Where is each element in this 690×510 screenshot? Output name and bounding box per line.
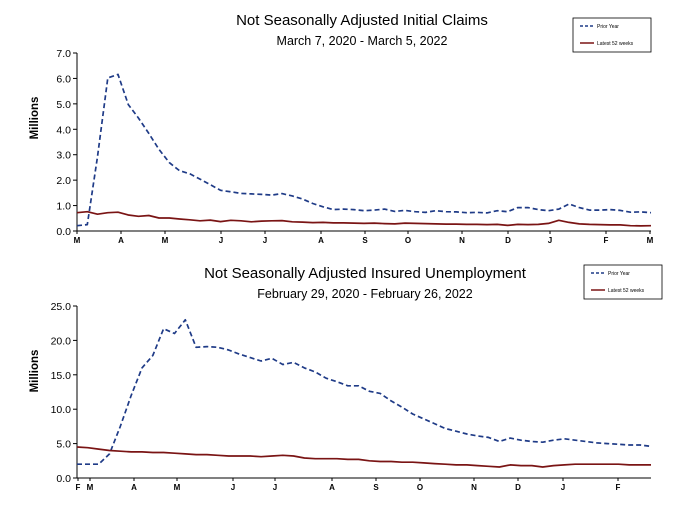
chart-2-legend-label-latest-52-weeks: Latest 52 weeks <box>608 288 645 294</box>
chart-1-legend-label-latest-52-weeks: Latest 52 weeks <box>597 41 634 47</box>
chart-1-y-ticks: 0.0 1.0 2.0 3.0 4.0 5.0 6.0 7.0 <box>56 48 77 238</box>
y-tick-label: 25.0 <box>51 301 72 313</box>
x-tick-label: N <box>459 236 465 245</box>
y-tick-label: 4.0 <box>56 124 71 136</box>
y-tick-label: 3.0 <box>56 150 71 162</box>
chart-2-series <box>76 318 652 468</box>
x-tick-label: M <box>74 236 81 245</box>
x-tick-label: A <box>318 236 324 245</box>
chart-2-axes <box>76 306 651 479</box>
series-line-prior-year <box>77 318 652 466</box>
chart-1-series <box>76 73 652 227</box>
y-tick-label: 2.0 <box>56 175 71 187</box>
chart-2-legend: Prior Year Latest 52 weeks <box>583 264 663 300</box>
y-tick-label: 15.0 <box>51 370 72 382</box>
x-tick-label: J <box>263 236 267 245</box>
x-tick-label: D <box>505 236 511 245</box>
x-tick-label: M <box>174 483 181 492</box>
chart-2-subtitle: February 29, 2020 - February 26, 2022 <box>257 287 472 301</box>
series-line-latest-52-weeks <box>76 210 652 227</box>
x-tick-label: J <box>273 483 277 492</box>
x-tick-label: M <box>87 483 94 492</box>
chart-1-axes <box>76 53 651 232</box>
y-tick-label: 20.0 <box>51 335 72 347</box>
x-tick-label: F <box>616 483 621 492</box>
x-tick-label: A <box>118 236 124 245</box>
y-tick-label: 5.0 <box>56 439 71 451</box>
x-tick-label: S <box>362 236 368 245</box>
x-tick-label: S <box>373 483 379 492</box>
chart-1-legend: Prior Year Latest 52 weeks <box>572 17 652 53</box>
y-tick-label: 0.0 <box>56 226 71 238</box>
x-tick-label: J <box>561 483 565 492</box>
series-line-prior-year <box>76 73 652 227</box>
y-tick-label: 7.0 <box>56 48 71 60</box>
chart-1-title: Not Seasonally Adjusted Initial Claims <box>236 12 488 29</box>
chart-2-y-axis-label: Millions <box>29 350 41 393</box>
y-tick-label: 0.0 <box>56 473 71 485</box>
x-tick-label: J <box>548 236 552 245</box>
x-tick-label: J <box>231 483 235 492</box>
x-tick-label: O <box>417 483 423 492</box>
chart-1-legend-label-prior-year: Prior Year <box>597 24 619 30</box>
y-tick-label: 1.0 <box>56 201 71 213</box>
y-tick-label: 6.0 <box>56 73 71 85</box>
x-tick-label: A <box>329 483 335 492</box>
y-tick-label: 10.0 <box>51 404 72 416</box>
chart-1-y-axis-label: Millions <box>29 97 41 140</box>
y-tick-label: 5.0 <box>56 99 71 111</box>
x-tick-label: F <box>76 483 81 492</box>
x-tick-label: O <box>405 236 411 245</box>
chart-2-legend-label-prior-year: Prior Year <box>608 271 630 277</box>
chart-insured-unemployment: Not Seasonally Adjusted Insured Unemploy… <box>29 264 663 492</box>
x-tick-label: F <box>604 236 609 245</box>
chart-1-subtitle: March 7, 2020 - March 5, 2022 <box>277 34 448 48</box>
x-tick-label: J <box>219 236 223 245</box>
chart-2-title: Not Seasonally Adjusted Insured Unemploy… <box>204 265 527 282</box>
x-tick-label: D <box>515 483 521 492</box>
series-line-latest-52-weeks <box>76 446 651 468</box>
x-tick-label: A <box>131 483 137 492</box>
x-tick-label: M <box>647 236 654 245</box>
x-tick-label: M <box>162 236 169 245</box>
chart-2-y-ticks: 0.0 5.0 10.0 15.0 20.0 25.0 <box>51 301 77 485</box>
x-tick-label: N <box>471 483 477 492</box>
chart-initial-claims: Not Seasonally Adjusted Initial Claims M… <box>29 12 654 245</box>
